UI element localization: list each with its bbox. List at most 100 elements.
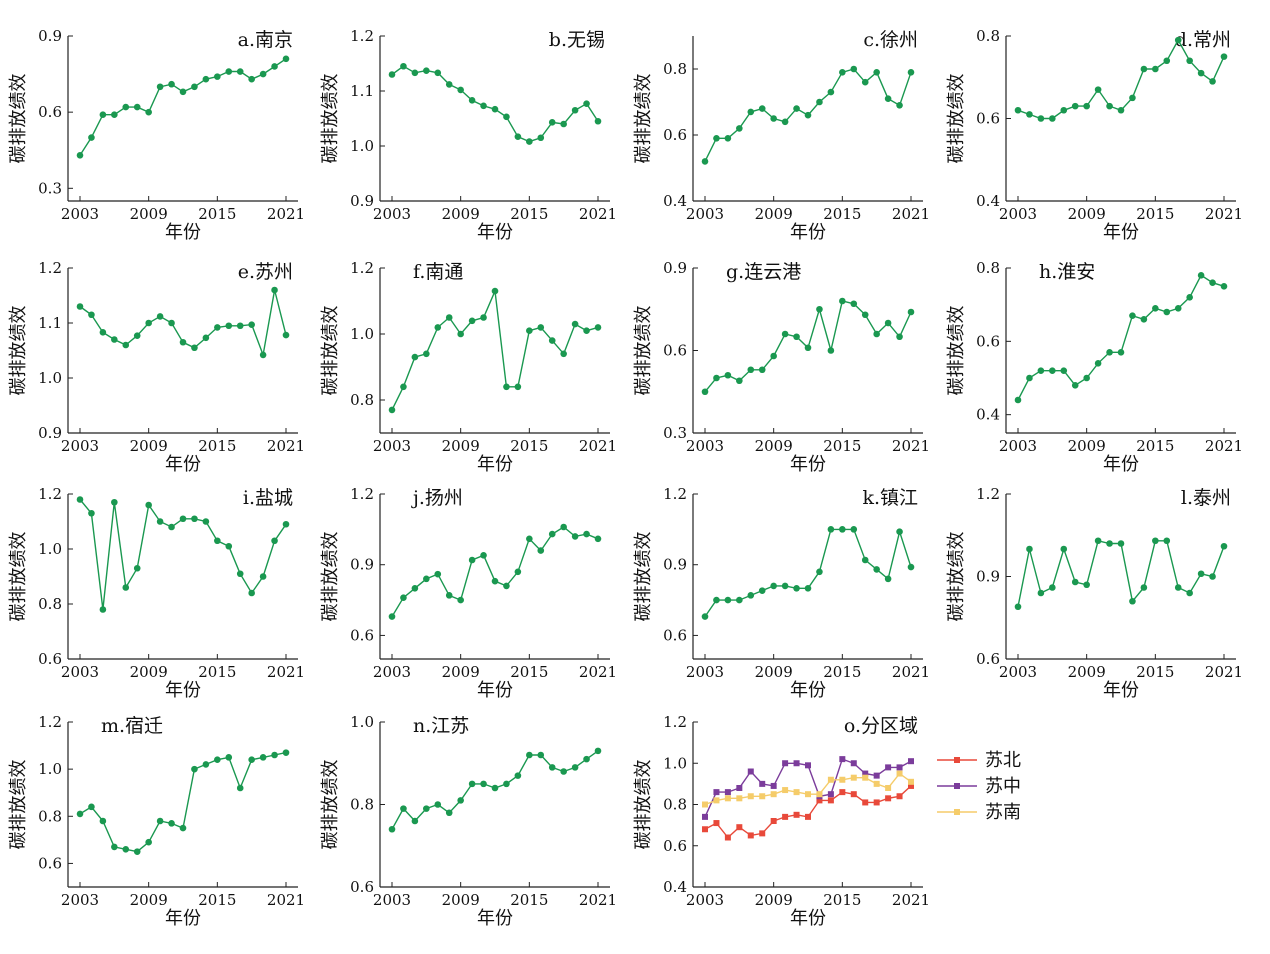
data-point (850, 300, 858, 308)
data-point (1094, 86, 1102, 93)
data-point (1152, 65, 1159, 73)
data-point (480, 314, 487, 321)
x-tick-label: 2009 (130, 891, 168, 909)
data-point (747, 108, 755, 116)
data-point (884, 575, 892, 583)
data-point (225, 542, 233, 550)
data-point (434, 801, 442, 808)
data-point (526, 535, 533, 543)
legend-marker (954, 783, 960, 789)
data-point (1140, 584, 1148, 591)
data-point (782, 760, 789, 767)
data-point (1163, 57, 1171, 65)
data-point (804, 584, 812, 592)
data-point (468, 780, 476, 788)
data-point (571, 106, 579, 114)
data-point (1037, 589, 1045, 597)
data-point (1163, 308, 1171, 316)
x-tick-label: 2015 (510, 205, 548, 223)
data-point (713, 789, 720, 796)
data-point (111, 111, 118, 118)
series-line-1 (391, 288, 599, 411)
data-point (1014, 106, 1022, 114)
data-point (411, 69, 419, 77)
data-point (770, 582, 777, 590)
data-point (491, 784, 499, 792)
x-tick-label: 2015 (198, 891, 236, 909)
data-point (839, 526, 846, 533)
x-axis-label: 年份 (790, 908, 826, 929)
x-tick-label: 2003 (61, 663, 99, 681)
data-point (133, 564, 141, 572)
data-point (793, 333, 800, 341)
data-point (594, 535, 602, 543)
data-point (468, 317, 476, 325)
data-point (168, 820, 175, 827)
data-point (758, 587, 766, 594)
data-point (537, 547, 545, 554)
y-tick-label: 0.9 (976, 568, 1000, 586)
x-tick-label: 2003 (61, 891, 99, 909)
data-point (1117, 106, 1125, 114)
data-point (282, 331, 290, 339)
data-point (1060, 545, 1068, 553)
x-tick-label: 2021 (1205, 205, 1243, 223)
data-point (457, 596, 464, 604)
x-tick-label: 2003 (686, 663, 724, 681)
x-axis-label: 年份 (477, 454, 513, 475)
data-point (873, 566, 880, 573)
data-point (480, 102, 487, 110)
panel-10: 0.6 0.9 1.2 2003 2009 2015 2021 年份 碳排放绩效 j.扬州 (320, 485, 617, 701)
data-point (191, 83, 198, 91)
data-point (423, 67, 430, 74)
data-point (873, 330, 880, 338)
series-line-1 (79, 751, 287, 853)
data-point (491, 105, 499, 113)
data-point (1014, 603, 1022, 611)
data-point (99, 606, 107, 613)
data-point (76, 810, 84, 818)
data-point (271, 63, 278, 70)
data-point (88, 803, 95, 811)
data-point (571, 320, 579, 328)
x-axis-label: 年份 (477, 908, 513, 929)
legend-label: 苏中 (985, 776, 1021, 797)
data-point (88, 509, 95, 517)
data-point (191, 515, 198, 523)
y-tick-label: 0.6 (663, 626, 687, 644)
y-tick-label: 1.2 (38, 485, 62, 503)
x-tick-label: 2015 (510, 891, 548, 909)
data-point (583, 530, 590, 538)
data-point (76, 303, 84, 310)
data-point (736, 795, 743, 802)
panel-12: 0.6 0.9 1.2 2003 2009 2015 2021 年份 碳排放绩效 l.泰州 (946, 485, 1243, 701)
y-tick-label: 0.9 (663, 556, 687, 574)
x-tick-label: 2003 (373, 437, 411, 455)
data-point (457, 330, 464, 338)
y-tick-label: 0.9 (38, 27, 62, 45)
data-point (259, 754, 267, 761)
data-point (271, 537, 278, 545)
data-point (873, 772, 880, 779)
data-point (747, 793, 754, 800)
y-tick-label: 1.2 (663, 713, 687, 731)
data-point (850, 526, 858, 533)
data-point (816, 791, 823, 798)
data-point (804, 111, 812, 119)
y-tick-label: 1.0 (350, 137, 374, 155)
data-point (214, 537, 221, 545)
data-point (724, 371, 732, 379)
data-point (133, 103, 141, 111)
data-point (861, 311, 869, 319)
data-point (480, 551, 487, 559)
data-point (1209, 279, 1216, 286)
data-point (1071, 382, 1079, 389)
data-point (548, 530, 556, 538)
panel-title: m.宿迁 (101, 715, 163, 737)
data-point (736, 785, 743, 791)
y-tick-label: 0.4 (663, 192, 687, 210)
data-point (1026, 111, 1033, 118)
data-point (839, 69, 846, 76)
data-point (1094, 537, 1102, 545)
data-point (850, 760, 857, 767)
